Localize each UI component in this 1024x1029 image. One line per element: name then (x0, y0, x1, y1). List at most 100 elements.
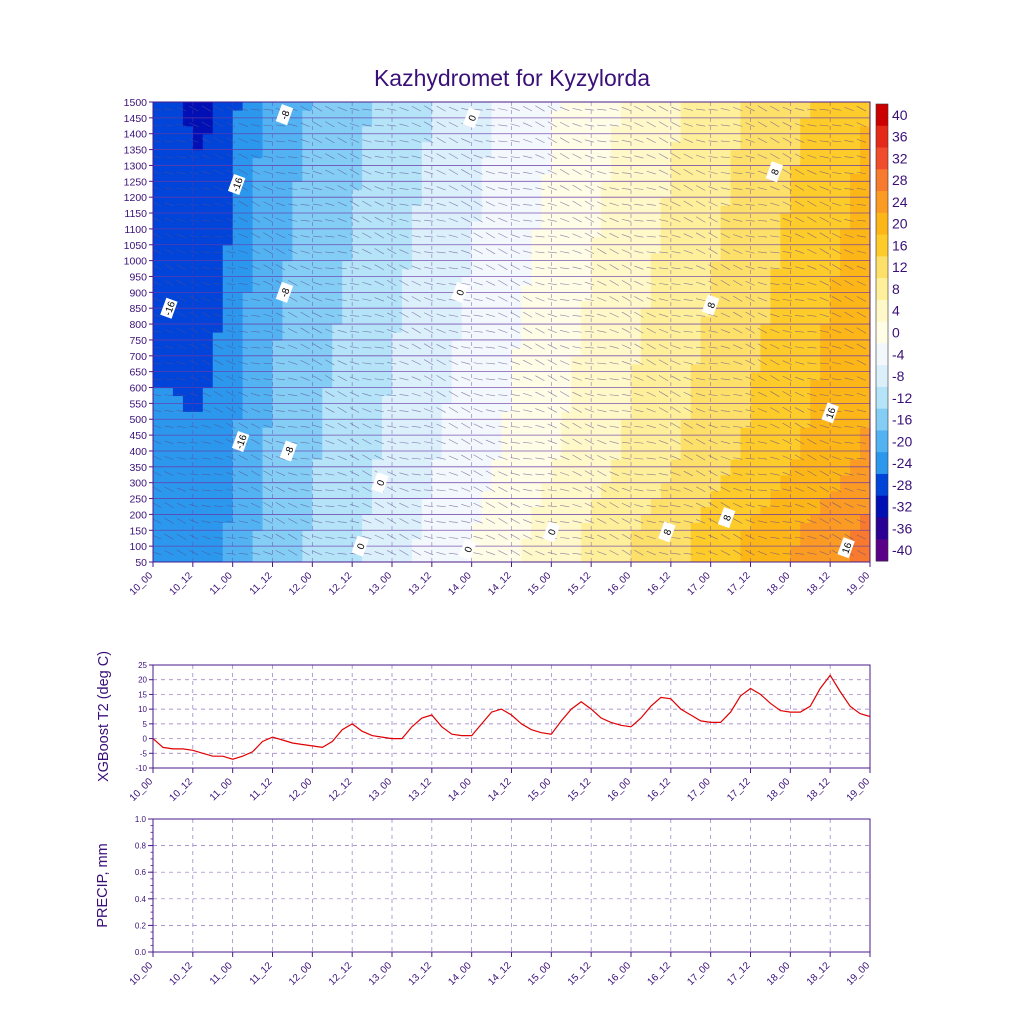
colorbar-label: 40 (892, 107, 908, 123)
colorbar-label: 16 (892, 237, 908, 253)
colorbar-label: -8 (892, 368, 905, 384)
colorbar-label: 32 (892, 150, 908, 166)
x-tick-label: 17_00 (685, 570, 713, 598)
precip-x-tick-label: 11_12 (248, 960, 275, 987)
precip-x-tick-label: 13_12 (407, 960, 435, 988)
colorbar-cell (876, 496, 888, 518)
precip-x-tick-label: 18_12 (805, 960, 833, 988)
x-tick-label: 14_00 (446, 570, 474, 598)
y-tick-label: 700 (129, 351, 147, 363)
x-tick-label: 15_00 (526, 570, 554, 598)
t2-y-tick-label: -5 (140, 749, 148, 758)
colorbar-cell (876, 452, 888, 474)
colorbar-cell (876, 409, 888, 431)
y-tick-label: 1250 (124, 176, 148, 188)
colorbar-cell (876, 430, 888, 452)
colorbar-label: -40 (892, 542, 912, 558)
colorbar-cell (876, 104, 888, 126)
colorbar-label: 8 (892, 281, 900, 297)
y-tick-label: 1500 (124, 97, 148, 109)
chart-title: Kazhydromet for Kyzylorda (374, 65, 650, 91)
y-tick-label: 350 (129, 462, 147, 474)
colorbar-cell (876, 300, 888, 322)
precip-x-tick-label: 12_00 (287, 960, 315, 988)
precip-y-tick-label: 0.2 (135, 921, 147, 930)
precip-x-tick-label: 12_12 (327, 960, 355, 988)
precip-y-tick-label: 0.4 (135, 895, 147, 904)
y-tick-label: 1150 (124, 208, 147, 220)
colorbar-cell (876, 213, 888, 235)
x-tick-label: 12_00 (287, 570, 315, 598)
colorbar-cell (876, 322, 888, 344)
y-tick-label: 400 (129, 446, 147, 458)
x-tick-label: 13_12 (407, 570, 435, 598)
t2-y-tick-label: 25 (138, 661, 147, 670)
x-tick-label: 17_12 (725, 570, 753, 598)
colorbar-label: 36 (892, 129, 908, 145)
t2-y-tick-label: 10 (138, 705, 147, 714)
colorbar-label: -36 (892, 520, 912, 536)
x-tick-label: 16_12 (646, 570, 674, 598)
t2-y-tick-label: 0 (143, 735, 148, 744)
x-tick-label: 16_00 (606, 570, 634, 598)
y-tick-label: 450 (129, 430, 147, 442)
y-tick-label: 200 (129, 509, 147, 521)
colorbar-label: 24 (892, 194, 908, 210)
y-tick-label: 150 (129, 525, 147, 537)
precip-x-tick-label: 18_00 (765, 960, 793, 988)
colorbar-cell (876, 191, 888, 213)
y-tick-label: 550 (129, 398, 147, 410)
precip-x-tick-label: 19_00 (845, 960, 873, 988)
colorbar-cell (876, 256, 888, 278)
colorbar-label: -32 (892, 499, 912, 515)
t2-x-tick-label: 17_00 (685, 776, 713, 804)
colorbar-cell (876, 539, 888, 561)
colorbar-cell (876, 365, 888, 387)
t2-x-tick-label: 10_00 (128, 776, 156, 804)
y-tick-label: 300 (129, 478, 147, 490)
precip-x-tick-label: 14_12 (486, 960, 514, 988)
y-tick-label: 1400 (124, 129, 148, 141)
y-tick-label: 750 (129, 335, 147, 347)
x-tick-label: 11_12 (248, 570, 275, 597)
colorbar-label: 12 (892, 259, 908, 275)
colorbar-label: -28 (892, 477, 912, 493)
t2-y-tick-label: 20 (138, 676, 147, 685)
y-tick-label: 1050 (124, 240, 148, 252)
colorbar-cell (876, 387, 888, 409)
colorbar-label: -24 (892, 455, 912, 471)
precip-y-tick-label: 0.8 (135, 842, 147, 851)
t2-y-tick-label: 5 (143, 720, 148, 729)
t2-x-tick-label: 18_12 (805, 776, 833, 804)
y-tick-label: 250 (129, 494, 147, 506)
precip-x-tick-label: 11_00 (208, 960, 235, 987)
colorbar-cell (876, 235, 888, 257)
precip-x-tick-label: 16_12 (646, 960, 674, 988)
precip-x-tick-label: 10_12 (168, 960, 196, 988)
colorbar-cell (876, 148, 888, 170)
x-tick-label: 11_00 (208, 570, 235, 597)
t2-x-tick-label: 13_12 (407, 776, 435, 804)
precip-y-tick-label: 0.6 (135, 868, 147, 877)
t2-x-tick-label: 13_00 (367, 776, 395, 804)
t2-x-tick-label: 11_12 (248, 776, 275, 803)
y-tick-label: 100 (129, 541, 147, 553)
x-tick-label: 18_00 (765, 570, 793, 598)
t2-x-tick-label: 12_12 (327, 776, 355, 804)
y-tick-label: 50 (135, 557, 147, 569)
x-tick-label: 10_12 (168, 570, 196, 598)
precip-ylabel: PRECIP, mm (95, 843, 111, 927)
precip-x-tick-label: 15_00 (526, 960, 554, 988)
t2-x-tick-label: 18_00 (765, 776, 793, 804)
y-tick-label: 1350 (124, 145, 148, 157)
colorbar-label: 4 (892, 303, 900, 319)
y-tick-label: 1100 (124, 224, 147, 236)
t2-x-tick-label: 15_12 (566, 776, 594, 804)
y-tick-label: 950 (129, 271, 147, 283)
colorbar-cell (876, 278, 888, 300)
x-tick-label: 14_12 (486, 570, 514, 598)
x-tick-label: 12_12 (327, 570, 355, 598)
